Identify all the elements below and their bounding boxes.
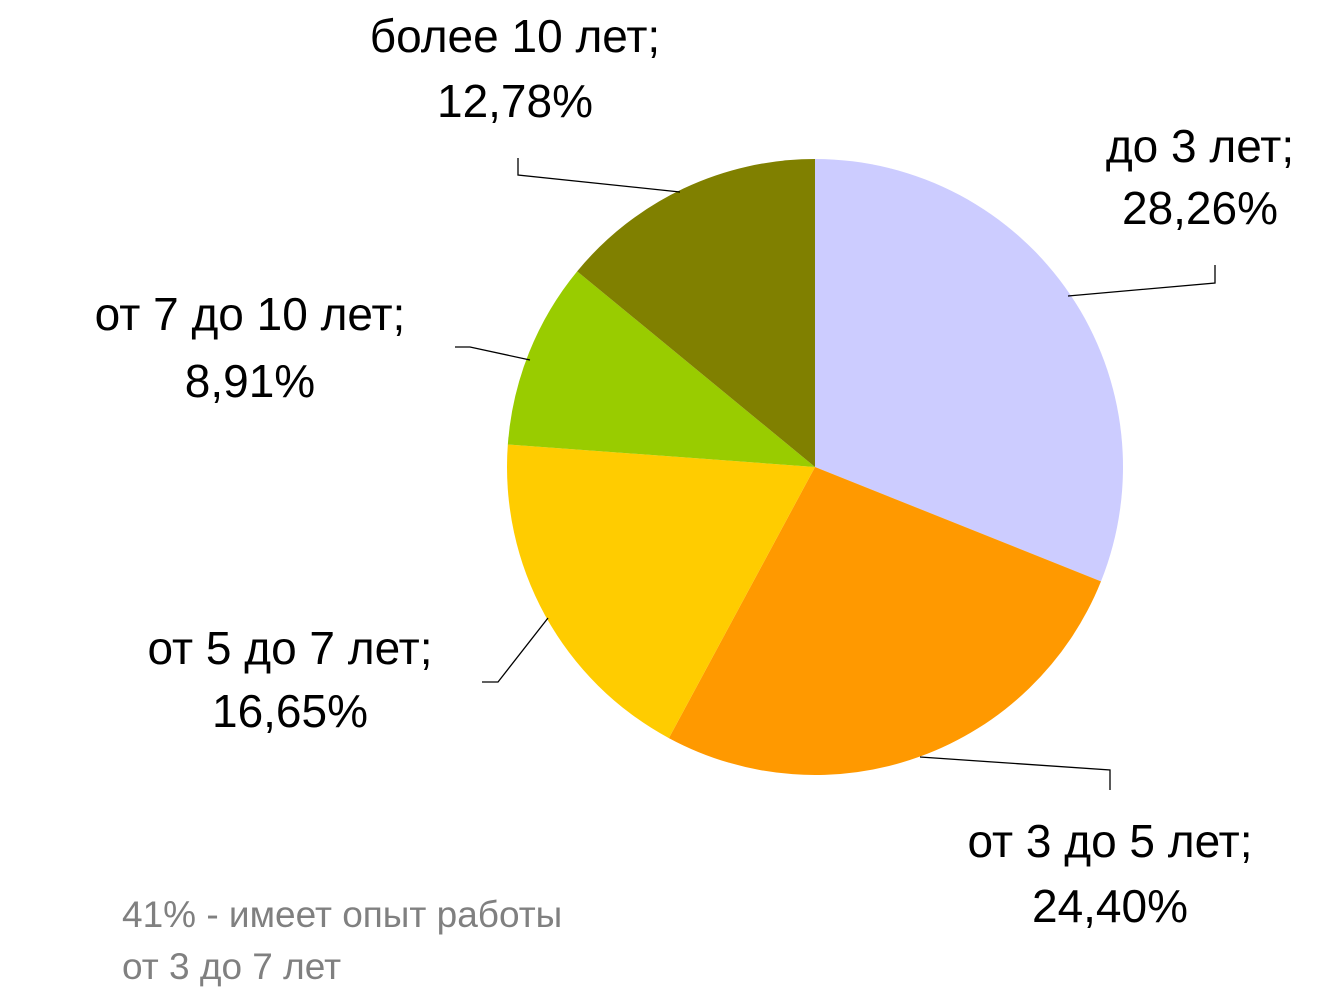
pie-slice (815, 159, 1123, 582)
pie-slice (668, 467, 1101, 775)
leader-line (919, 756, 1111, 790)
pie-slice (507, 444, 815, 739)
value-label: 12,78% (437, 75, 593, 127)
leader-line (517, 158, 681, 193)
value-label: 8,91% (185, 355, 315, 407)
leader-line (455, 346, 531, 361)
slice-label: до 3 лет; (1106, 120, 1294, 172)
annotation: 41% - имеет опыт работы (122, 894, 562, 935)
slice-label: от 7 до 10 лет; (95, 288, 406, 340)
annotation: от 3 до 7 лет (122, 946, 341, 987)
leader-line (482, 617, 549, 683)
pie-slice (507, 271, 815, 467)
value-label: 24,40% (1032, 880, 1188, 932)
slice-label: от 3 до 5 лет; (967, 815, 1252, 867)
slice-label: от 5 до 7 лет; (147, 622, 432, 674)
pie-slice (577, 159, 815, 467)
slice-label: более 10 лет; (370, 10, 660, 62)
value-label: 16,65% (212, 685, 368, 737)
value-label: 28,26% (1122, 182, 1278, 234)
leader-line (1067, 265, 1216, 297)
